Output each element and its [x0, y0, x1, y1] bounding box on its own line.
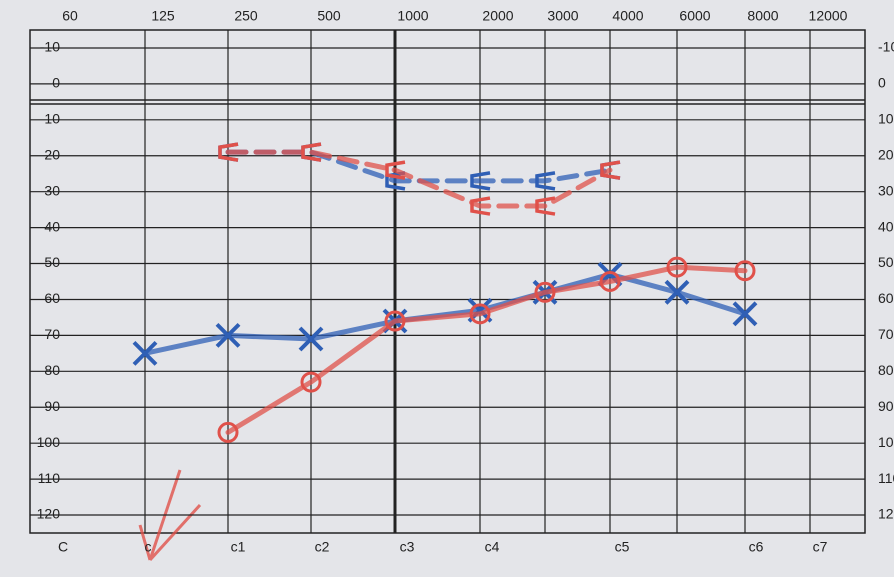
y-tick-label: 100	[37, 434, 61, 450]
y-tick-label-right: 70	[878, 326, 894, 342]
y-tick-label-right: 0	[878, 75, 886, 91]
marker-o	[534, 281, 556, 303]
note-label: c7	[813, 539, 828, 555]
marker-o	[734, 260, 756, 282]
frequency-label: 125	[151, 8, 175, 24]
frequency-label: 1000	[397, 8, 428, 24]
note-label: c4	[485, 539, 500, 555]
y-tick-label: 90	[44, 398, 60, 414]
y-tick-label-right: -10	[878, 39, 894, 55]
y-tick-label: 80	[44, 362, 60, 378]
marker-o	[666, 256, 688, 278]
marker-o	[599, 271, 621, 292]
note-label: c6	[749, 539, 764, 555]
marker-bracket	[600, 160, 621, 180]
frequency-label: 250	[234, 8, 258, 24]
y-tick-label-right: 50	[878, 254, 894, 270]
frequency-label: 500	[317, 8, 341, 24]
y-tick-label-right: 110	[878, 470, 894, 486]
marker-x	[732, 301, 758, 327]
marker-x	[664, 279, 690, 305]
y-tick-label-right: 120	[878, 506, 894, 522]
y-tick-label-right: 100	[878, 434, 894, 450]
frequency-label: 4000	[612, 8, 643, 24]
y-tick-label-right: 80	[878, 362, 894, 378]
y-tick-label: 50	[44, 254, 60, 270]
y-tick-label-right: 10	[878, 111, 894, 127]
marker-bracket	[218, 142, 239, 162]
marker-bracket	[470, 171, 491, 191]
frequency-label: 2000	[482, 8, 513, 24]
note-label: c3	[400, 539, 415, 555]
frequency-label: 8000	[747, 8, 778, 24]
y-tick-label-right: 30	[878, 182, 894, 198]
y-tick-label: -10	[40, 39, 60, 55]
y-tick-label: 70	[44, 326, 60, 342]
frequency-label: 6000	[679, 8, 710, 24]
marker-o	[217, 421, 239, 443]
y-tick-label: 60	[44, 290, 60, 306]
series-line	[225, 264, 748, 435]
note-label: c	[145, 539, 152, 555]
note-label: c2	[315, 539, 330, 555]
note-label: C	[58, 539, 68, 555]
frequency-label: 3000	[547, 8, 578, 24]
y-tick-label: 120	[37, 506, 61, 522]
marker-o	[384, 310, 406, 332]
marker-x	[132, 340, 158, 366]
y-tick-label: 0	[52, 75, 60, 91]
marker-bracket	[535, 171, 556, 191]
note-label: c1	[231, 539, 246, 555]
y-tick-label-right: 40	[878, 218, 894, 234]
y-tick-label-right: 60	[878, 290, 894, 306]
y-tick-label-right: 90	[878, 398, 894, 414]
marker-bracket	[301, 142, 322, 162]
y-tick-label: 30	[44, 182, 60, 198]
frame	[29, 29, 866, 534]
marker-bracket	[385, 171, 406, 191]
marker-o	[469, 303, 491, 325]
marker-bracket	[535, 196, 556, 216]
y-tick-label: 10	[44, 111, 60, 127]
frequency-label: 60	[62, 8, 78, 24]
marker-x	[215, 322, 241, 348]
series-line	[225, 149, 613, 209]
note-label: c5	[615, 539, 630, 555]
y-tick-label: 40	[44, 218, 60, 234]
marker-o	[300, 371, 322, 393]
marker-bracket	[385, 160, 406, 180]
marker-x	[298, 326, 324, 352]
frequency-label: 12000	[809, 8, 848, 24]
y-tick-label-right: 20	[878, 146, 894, 162]
marker-bracket	[470, 196, 491, 216]
y-tick-label: 20	[44, 146, 60, 162]
y-tick-label: 110	[38, 470, 61, 486]
